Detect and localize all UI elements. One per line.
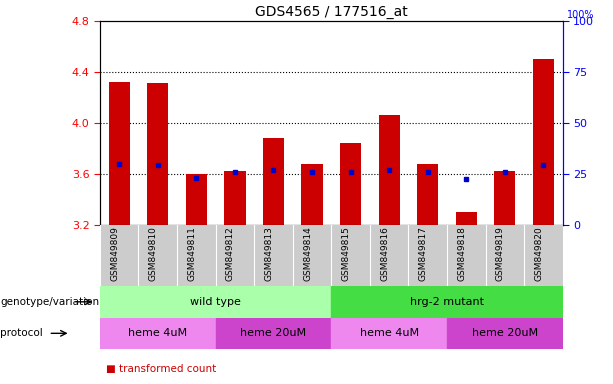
Text: GSM849816: GSM849816 <box>380 227 389 281</box>
Text: heme 4uM: heme 4uM <box>360 328 419 338</box>
Text: hrg-2 mutant: hrg-2 mutant <box>410 297 484 307</box>
Bar <box>224 171 246 225</box>
Bar <box>186 174 207 225</box>
Text: GSM849819: GSM849819 <box>496 227 505 281</box>
Bar <box>263 138 284 225</box>
Text: heme 20uM: heme 20uM <box>240 328 306 338</box>
Text: GSM849815: GSM849815 <box>341 227 351 281</box>
Bar <box>447 318 563 349</box>
Text: GSM849814: GSM849814 <box>303 227 312 281</box>
Text: GSM849809: GSM849809 <box>110 227 119 281</box>
Text: 100%: 100% <box>567 10 595 20</box>
Title: GDS4565 / 177516_at: GDS4565 / 177516_at <box>255 5 408 19</box>
Bar <box>302 164 322 225</box>
Bar <box>109 82 130 225</box>
Text: genotype/variation: genotype/variation <box>0 297 99 307</box>
Bar <box>494 171 516 225</box>
Bar <box>332 318 447 349</box>
Text: heme 4uM: heme 4uM <box>128 328 188 338</box>
Bar <box>379 115 400 225</box>
Text: wild type: wild type <box>190 297 241 307</box>
Bar <box>100 286 332 318</box>
Text: protocol: protocol <box>0 328 43 338</box>
Bar <box>216 318 332 349</box>
Bar <box>340 143 361 225</box>
Bar <box>332 286 563 318</box>
Text: GSM849812: GSM849812 <box>226 227 235 281</box>
Text: heme 20uM: heme 20uM <box>472 328 538 338</box>
Text: ■ transformed count: ■ transformed count <box>106 364 216 374</box>
Bar <box>417 164 438 225</box>
Text: GSM849810: GSM849810 <box>149 227 158 281</box>
Bar <box>455 212 477 225</box>
Text: GSM849820: GSM849820 <box>535 227 544 281</box>
Text: GSM849818: GSM849818 <box>457 227 466 281</box>
Text: GSM849817: GSM849817 <box>419 227 428 281</box>
Bar <box>147 83 169 225</box>
Text: GSM849813: GSM849813 <box>264 227 273 281</box>
Bar <box>100 318 216 349</box>
Text: GSM849811: GSM849811 <box>188 227 196 281</box>
Bar <box>533 59 554 225</box>
